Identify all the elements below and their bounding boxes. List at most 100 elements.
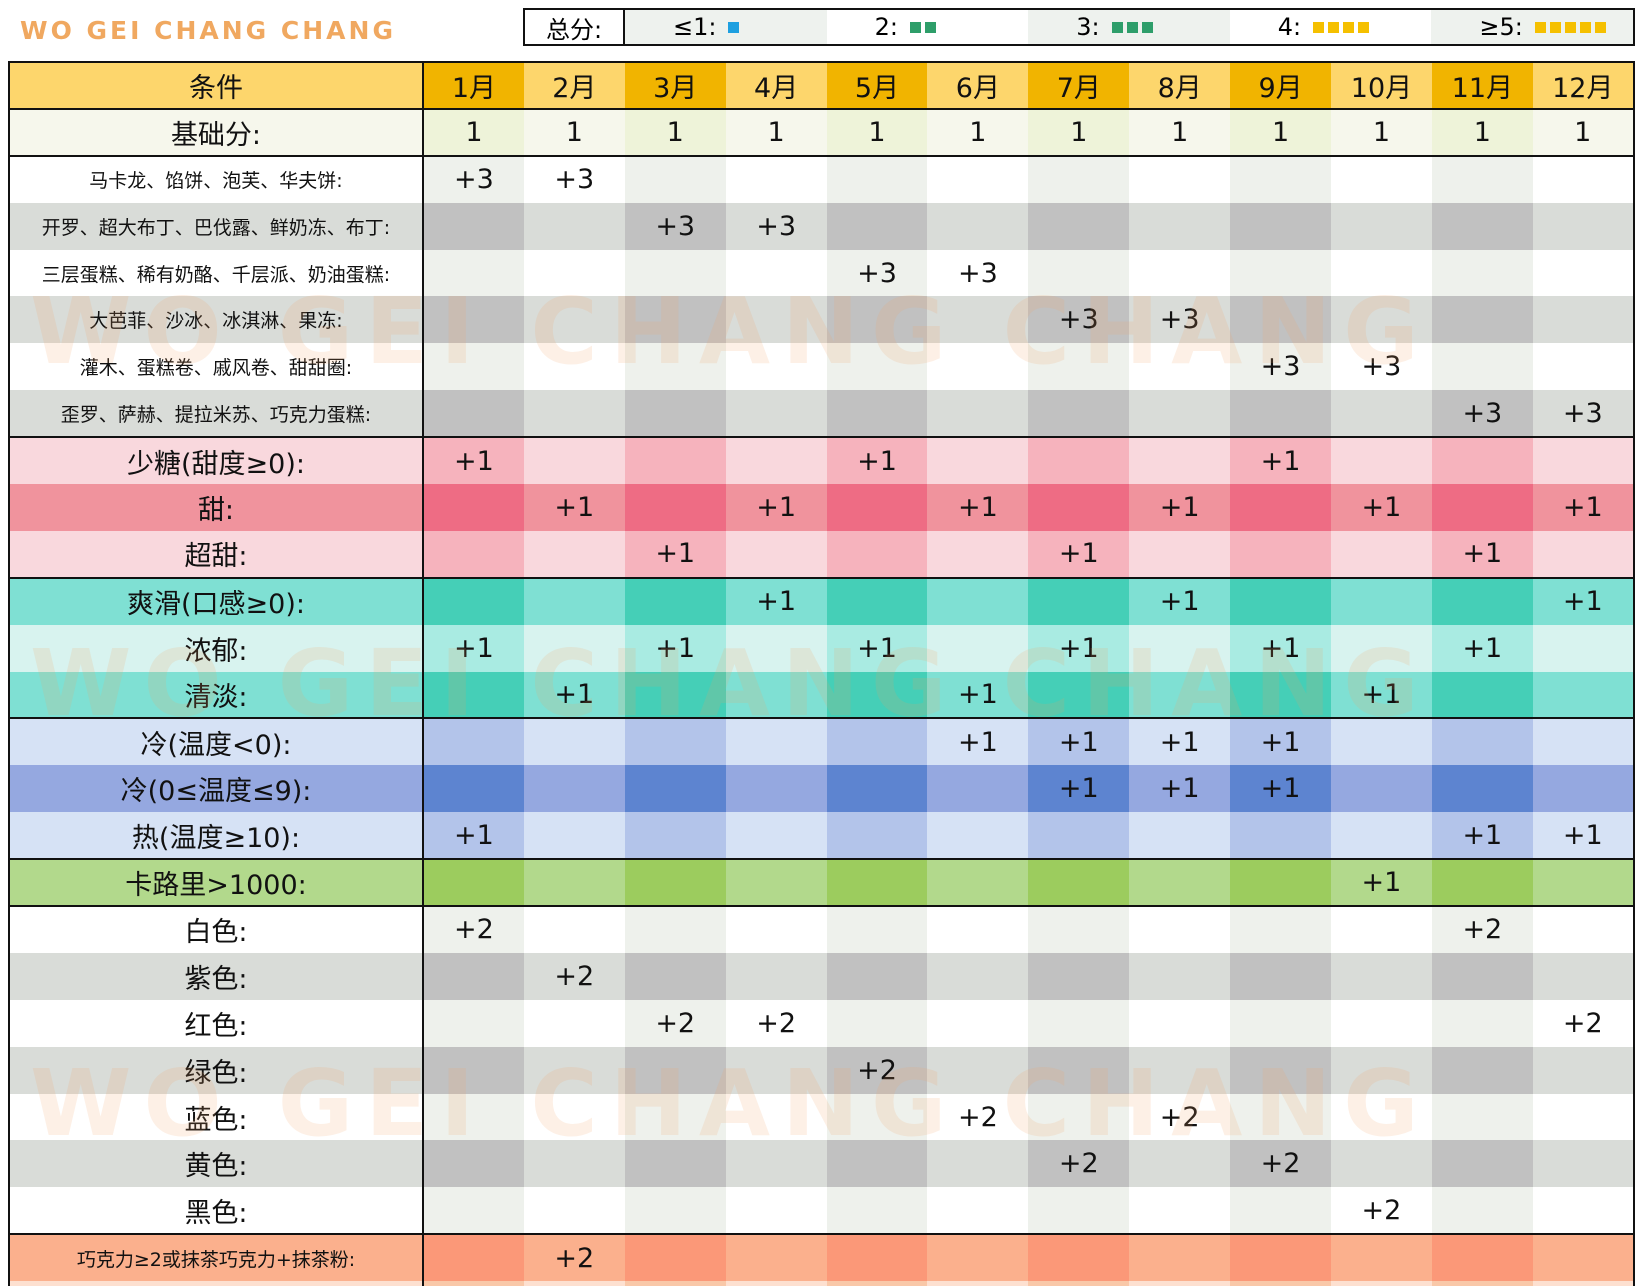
score-cell: +1 — [1431, 530, 1533, 579]
score-cell: +1 — [1431, 624, 1533, 672]
score-cell — [1230, 859, 1332, 908]
score-cell — [1532, 1140, 1634, 1188]
table-row: 歪罗、萨赫、提拉米苏、巧克力蛋糕: +3 +3 — [9, 390, 1634, 439]
score-cell — [1230, 390, 1332, 439]
score-cell — [423, 1046, 524, 1094]
month-header: 9月 — [1230, 62, 1332, 110]
legend-item: 2: — [827, 10, 1029, 44]
score-cell — [826, 718, 928, 766]
score-cell: +1 — [1331, 671, 1432, 720]
row-label: 热(温度≥10): — [9, 812, 424, 861]
score-cell — [423, 249, 524, 297]
row-label: 大芭菲、沙冰、冰淇淋、果冻: — [9, 296, 424, 344]
score-cell — [1230, 1046, 1332, 1094]
score-cell — [1331, 1046, 1432, 1094]
table-row: 热(温度≥10): +1 +1 +1 — [9, 812, 1634, 861]
score-cell: 1 — [1028, 108, 1130, 157]
score-cell — [1431, 202, 1533, 250]
score-cell: +1 — [1230, 765, 1332, 813]
score-cell: +1 — [927, 484, 1029, 531]
score-cell — [624, 155, 726, 203]
score-cell — [1331, 1234, 1432, 1282]
score-cell — [1331, 999, 1432, 1047]
score-cell — [523, 1281, 625, 1286]
score-cell — [624, 718, 726, 766]
score-cell — [423, 530, 524, 579]
score-cell: +3 — [1230, 343, 1332, 391]
score-cell — [423, 718, 524, 766]
score-cell — [1331, 952, 1432, 1000]
score-cell — [1230, 202, 1332, 250]
row-label: 基础分: — [9, 108, 424, 157]
table-row: 少糖(甜度≥0): +1 +1 +1 — [9, 437, 1634, 485]
score-cell — [927, 390, 1029, 439]
score-cell — [523, 1046, 625, 1094]
score-cell — [826, 484, 928, 531]
score-cell — [1331, 812, 1432, 861]
score-cell: +3 — [1532, 390, 1634, 439]
score-cell — [1431, 718, 1533, 766]
score-cell: 1 — [1532, 108, 1634, 157]
score-cell — [1532, 859, 1634, 908]
score-cell — [927, 812, 1029, 861]
score-cell: 1 — [1230, 108, 1332, 157]
score-cell — [927, 765, 1029, 813]
score-cell — [1532, 343, 1634, 391]
score-cell: +1 — [1129, 718, 1231, 766]
month-header: 6月 — [927, 62, 1029, 110]
score-cell: +1 — [725, 484, 827, 531]
row-label: 马卡龙、馅饼、泡芙、华夫饼: — [9, 155, 424, 203]
score-cell — [523, 718, 625, 766]
legend-item: ≥5: — [1431, 10, 1633, 44]
row-label: 开罗、超大布丁、巴伐露、鲜奶冻、布丁: — [9, 202, 424, 250]
score-cell: 1 — [1331, 108, 1432, 157]
score-cell — [927, 859, 1029, 908]
score-cell — [826, 765, 928, 813]
score-cell — [624, 1187, 726, 1236]
score-cell: 1 — [725, 108, 827, 157]
score-cell — [423, 671, 524, 720]
score-cell — [523, 624, 625, 672]
row-label: 黑色: — [9, 1187, 424, 1236]
score-cell — [423, 577, 524, 625]
month-header: 1月 — [423, 62, 524, 110]
score-cell — [423, 1093, 524, 1141]
score-cell — [624, 1093, 726, 1141]
table-row: 巧克力≥2或抹茶巧克力+抹茶粉: +2 — [9, 1234, 1634, 1282]
month-header: 10月 — [1331, 62, 1432, 110]
score-cell — [1129, 202, 1231, 250]
month-header: 12月 — [1532, 62, 1634, 110]
legend-text: 4: — [1277, 13, 1302, 41]
row-label: 少糖(甜度≥0): — [9, 437, 424, 485]
score-cell — [1331, 718, 1432, 766]
score-cell — [927, 155, 1029, 203]
score-cell — [1331, 765, 1432, 813]
score-cell — [1230, 1234, 1332, 1282]
score-cell — [725, 718, 827, 766]
score-cell: +1 — [423, 812, 524, 861]
row-label: 清淡: — [9, 671, 424, 720]
score-cell: +3 — [423, 155, 524, 203]
score-cell — [624, 343, 726, 391]
score-cell — [423, 202, 524, 250]
score-cell — [1431, 999, 1533, 1047]
score-cell: +1 — [423, 437, 524, 485]
score-cell — [1230, 999, 1332, 1047]
score-table: 条件 1月 2月 3月 4月 5月 6月 7月 8月 9月 10月 11月 12月 基础分: 1 1 1 1 1 1 1… — [8, 61, 1635, 1286]
score-cell — [1129, 1046, 1231, 1094]
score-cell — [826, 343, 928, 391]
score-cell — [826, 859, 928, 908]
score-cell — [1331, 249, 1432, 297]
score-cell: +1 — [1028, 530, 1130, 579]
score-cell — [1532, 1093, 1634, 1141]
score-cell — [1028, 343, 1130, 391]
score-cell: +1 — [1331, 484, 1432, 531]
score-cell — [1230, 1281, 1332, 1286]
score-cell — [1230, 484, 1332, 531]
table-row: 冷(温度<0): +1 +1 +1 +1 — [9, 718, 1634, 766]
month-header: 4月 — [725, 62, 827, 110]
table-row: 绿色: +2 — [9, 1046, 1634, 1094]
score-cell — [423, 859, 524, 908]
brand: WO GEI CHANG CHANG — [20, 16, 396, 45]
